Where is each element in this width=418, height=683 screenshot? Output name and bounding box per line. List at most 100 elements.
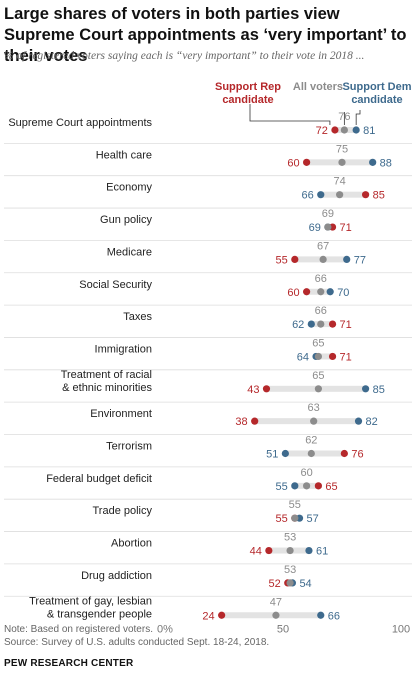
value-label-rep: 65 bbox=[325, 481, 337, 493]
value-label-dem: 62 bbox=[292, 319, 304, 331]
source-note: Source: Survey of U.S. adults conducted … bbox=[4, 637, 270, 648]
dot-rep bbox=[303, 288, 311, 296]
dot-all bbox=[286, 546, 294, 555]
value-label-all: 62 bbox=[305, 435, 317, 447]
dot-all bbox=[314, 352, 322, 361]
chart-subtitle: % of registered voters saying each is “v… bbox=[4, 50, 365, 62]
value-label-all: 69 bbox=[322, 208, 334, 220]
value-label-dem: 57 bbox=[307, 513, 319, 525]
dot-dem bbox=[326, 288, 334, 296]
value-label-dem: 85 bbox=[373, 384, 385, 396]
dot-rep bbox=[303, 158, 311, 166]
value-label-all: 60 bbox=[300, 467, 312, 479]
dot-rep bbox=[328, 352, 337, 361]
dot-all bbox=[340, 126, 348, 134]
dot-dem bbox=[352, 126, 360, 134]
dot-rep bbox=[265, 546, 273, 555]
value-label-all: 53 bbox=[284, 564, 296, 576]
category-label: Immigration bbox=[95, 343, 152, 355]
value-label-all: 75 bbox=[336, 143, 348, 155]
dot-all bbox=[336, 191, 344, 199]
value-label-all: 76 bbox=[338, 111, 350, 123]
value-label-all: 53 bbox=[284, 532, 296, 544]
dot-dem bbox=[343, 255, 351, 263]
value-label-rep: 71 bbox=[340, 319, 352, 331]
value-label-dem: 88 bbox=[380, 157, 392, 169]
dot-all bbox=[319, 255, 327, 263]
dot-all bbox=[310, 417, 318, 425]
value-label-rep: 55 bbox=[276, 254, 288, 266]
dot-dem bbox=[307, 320, 315, 328]
value-label-dem: 55 bbox=[276, 481, 288, 493]
category-label: & transgender people bbox=[47, 608, 152, 620]
dot-rep bbox=[291, 255, 299, 263]
value-label-all: 55 bbox=[289, 499, 301, 511]
dot-rep bbox=[328, 320, 337, 328]
dot-all bbox=[317, 288, 325, 296]
dot-rep bbox=[340, 449, 348, 458]
category-label: Medicare bbox=[107, 246, 152, 258]
category-label: Supreme Court appointments bbox=[8, 117, 152, 129]
value-label-rep: 44 bbox=[250, 546, 262, 558]
dot-rep bbox=[362, 191, 370, 199]
dot-dem bbox=[291, 482, 299, 490]
dot-dem bbox=[362, 385, 370, 393]
value-label-rep: 52 bbox=[268, 578, 280, 590]
value-label-all: 47 bbox=[270, 596, 282, 608]
value-label-dem: 66 bbox=[328, 610, 340, 622]
x-tick-label: 50 bbox=[277, 624, 289, 636]
category-label: Drug addiction bbox=[81, 570, 152, 582]
dot-all bbox=[314, 385, 322, 393]
category-label: Environment bbox=[90, 408, 152, 420]
category-label: Taxes bbox=[123, 311, 152, 323]
category-label: Treatment of racial bbox=[61, 369, 152, 381]
range-bar bbox=[254, 418, 359, 425]
x-tick-label: 100 bbox=[392, 624, 410, 636]
value-label-rep: 71 bbox=[340, 351, 352, 363]
value-label-all: 65 bbox=[312, 370, 324, 382]
x-tick-label: 0% bbox=[157, 624, 173, 636]
range-bar bbox=[316, 353, 333, 360]
category-label: Health care bbox=[96, 149, 152, 161]
dot-dem bbox=[354, 417, 363, 425]
legend-connector-0 bbox=[249, 104, 331, 125]
dot-rep bbox=[331, 126, 339, 134]
value-label-rep: 72 bbox=[316, 125, 328, 137]
dot-all bbox=[303, 482, 311, 490]
organization-credit: PEW RESEARCH CENTER bbox=[4, 658, 134, 669]
dot-dem bbox=[317, 191, 325, 199]
dot-all bbox=[307, 449, 315, 458]
dot-all bbox=[286, 579, 294, 587]
footnote: Note: Based on registered voters. bbox=[4, 624, 153, 635]
value-label-rep: 24 bbox=[202, 610, 214, 622]
value-label-rep: 76 bbox=[351, 449, 363, 461]
value-label-all: 67 bbox=[317, 240, 329, 252]
value-label-rep: 55 bbox=[276, 513, 288, 525]
category-label: Federal budget deficit bbox=[46, 473, 152, 485]
chart-title: Large shares of voters in both parties v… bbox=[4, 5, 407, 65]
dot-all bbox=[317, 320, 325, 328]
category-label: & ethnic minorities bbox=[62, 382, 152, 394]
category-label: Terrorism bbox=[106, 441, 152, 453]
dot-rep bbox=[314, 482, 322, 490]
dot-rep bbox=[251, 417, 259, 425]
value-label-all: 74 bbox=[334, 176, 346, 188]
value-label-dem: 82 bbox=[366, 416, 378, 428]
value-label-dem: 66 bbox=[302, 190, 314, 202]
dot-dem bbox=[317, 611, 325, 619]
legend-all: All voters bbox=[292, 81, 344, 93]
category-label: Abortion bbox=[111, 538, 152, 550]
value-label-rep: 71 bbox=[340, 222, 352, 234]
category-label: Gun policy bbox=[100, 214, 152, 226]
dot-all bbox=[291, 514, 299, 522]
value-label-dem: 70 bbox=[337, 287, 349, 299]
dot-rep bbox=[218, 611, 226, 619]
dot-dem bbox=[369, 158, 377, 166]
value-label-dem: 81 bbox=[363, 125, 375, 137]
value-label-dem: 69 bbox=[309, 222, 321, 234]
value-label-all: 66 bbox=[315, 273, 327, 285]
legend-rep: Support Rep candidate bbox=[215, 81, 281, 106]
category-label: Treatment of gay, lesbian bbox=[29, 595, 152, 607]
category-label: Economy bbox=[106, 182, 152, 194]
